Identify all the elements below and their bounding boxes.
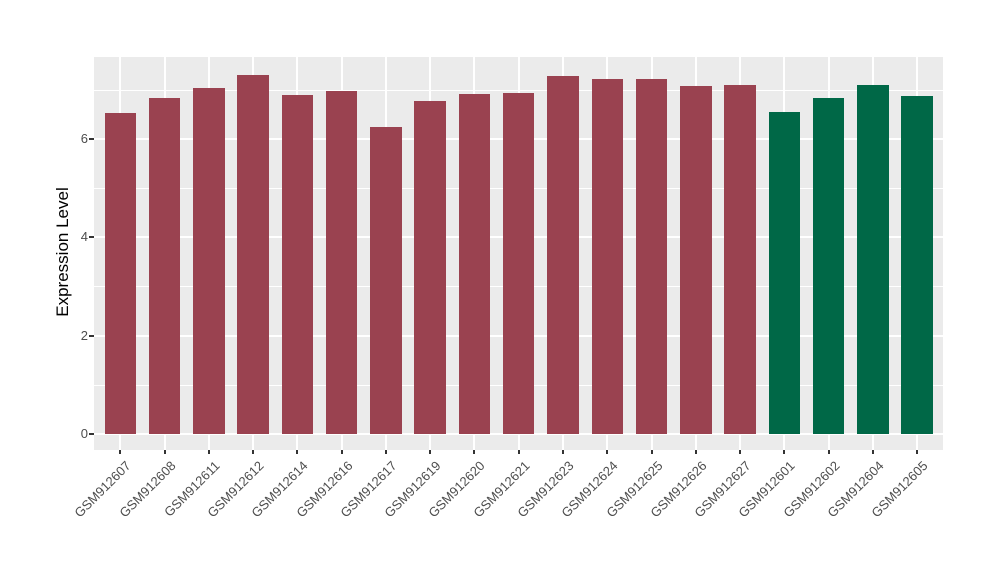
x-tick-mark (429, 450, 432, 454)
x-tick-mark (739, 450, 742, 454)
x-tick-mark (473, 450, 476, 454)
bar (458, 94, 491, 434)
plot-panel (94, 57, 943, 450)
x-tick-mark (606, 450, 609, 454)
bar (104, 113, 137, 434)
x-tick-mark (517, 450, 520, 454)
bar (237, 74, 269, 434)
x-tick-mark (340, 450, 343, 454)
y-tick-mark (89, 137, 94, 140)
bar (901, 95, 933, 434)
bar (281, 94, 314, 434)
x-tick-mark (562, 450, 564, 454)
bar (768, 111, 801, 434)
bar (591, 79, 624, 434)
gridline-major-h (94, 433, 943, 435)
x-tick-mark (916, 450, 919, 454)
y-tick-label: 4 (80, 229, 88, 245)
y-tick-mark (89, 236, 94, 239)
y-tick-label: 2 (80, 327, 88, 343)
x-tick-mark (650, 450, 653, 454)
bar (148, 97, 181, 434)
x-tick-mark (252, 450, 255, 454)
x-tick-mark (207, 450, 210, 454)
bar (370, 126, 402, 434)
x-tick-mark (827, 450, 830, 454)
bar (193, 87, 225, 434)
bar (502, 92, 535, 434)
y-axis-title: Expression Level (53, 187, 72, 317)
y-tick-label: 0 (80, 426, 88, 441)
gridline-minor-h (94, 89, 943, 91)
bar (680, 86, 712, 434)
x-tick-mark (296, 450, 299, 454)
bar (414, 100, 446, 434)
y-tick-label: 6 (80, 130, 88, 146)
x-tick-mark (119, 450, 122, 454)
bar (724, 85, 756, 434)
x-tick-mark (783, 450, 786, 454)
bar (547, 76, 579, 434)
bar (812, 98, 845, 434)
x-tick-mark (384, 450, 387, 454)
x-tick-mark (694, 450, 697, 454)
y-tick-mark (89, 334, 94, 337)
bar (325, 91, 358, 434)
x-tick-mark (163, 450, 166, 454)
y-tick-mark (89, 433, 94, 435)
x-tick-mark (871, 450, 874, 454)
bar (857, 84, 889, 434)
bar (635, 79, 668, 434)
